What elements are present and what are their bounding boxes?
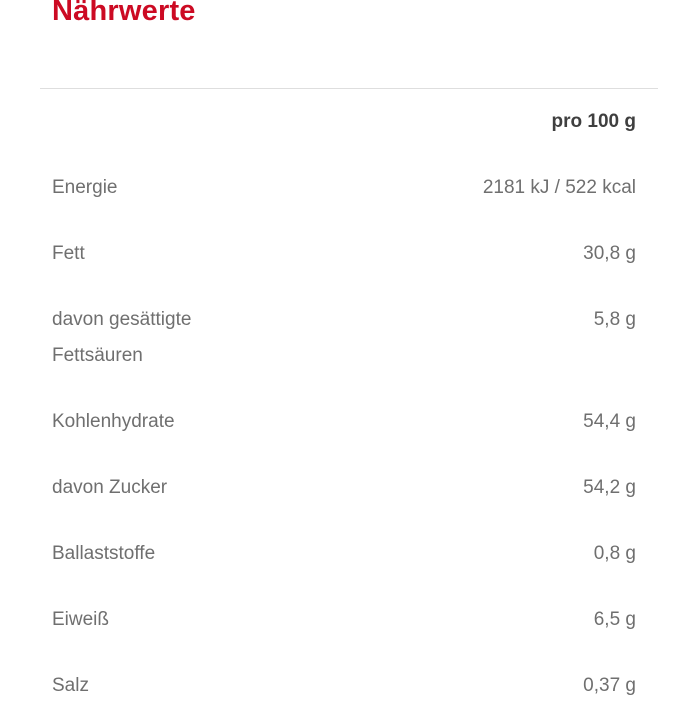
row-label: Energie (52, 177, 118, 198)
row-label: davon gesättigte Fettsäuren (52, 309, 192, 366)
row-label: Salz (52, 675, 89, 696)
header-per-100g: pro 100 g (551, 111, 636, 132)
row-label: Ballaststoffe (52, 543, 156, 564)
row-value: 6,5 g (593, 609, 636, 630)
nutrition-table: pro 100 g Energie 2181 kJ / 522 kcal Fet… (40, 88, 658, 719)
row-label: davon Zucker (52, 477, 168, 498)
table-header-row: pro 100 g (40, 89, 658, 155)
row-value: 0,37 g (583, 675, 636, 696)
table-row-energie: Energie 2181 kJ / 522 kcal (40, 155, 658, 221)
row-value: 2181 kJ / 522 kcal (482, 177, 636, 198)
row-label: Kohlenhydrate (52, 411, 175, 432)
nutrition-section-title: Nährwerte (52, 0, 196, 27)
row-value: 30,8 g (583, 243, 636, 264)
table-row-salz: Salz 0,37 g (40, 653, 658, 719)
table-row-ballaststoffe: Ballaststoffe 0,8 g (40, 521, 658, 587)
table-row-gesaettigte-fettsaeuren: davon gesättigte Fettsäuren 5,8 g (40, 287, 658, 389)
row-value: 54,4 g (583, 411, 636, 432)
row-value: 0,8 g (593, 543, 636, 564)
table-row-eiweiss: Eiweiß 6,5 g (40, 587, 658, 653)
row-label: Fett (52, 243, 85, 264)
table-row-zucker: davon Zucker 54,2 g (40, 455, 658, 521)
table-row-kohlenhydrate: Kohlenhydrate 54,4 g (40, 389, 658, 455)
row-value: 54,2 g (583, 477, 636, 498)
row-label: Eiweiß (52, 609, 110, 630)
row-value: 5,8 g (593, 309, 636, 330)
table-row-fett: Fett 30,8 g (40, 221, 658, 287)
